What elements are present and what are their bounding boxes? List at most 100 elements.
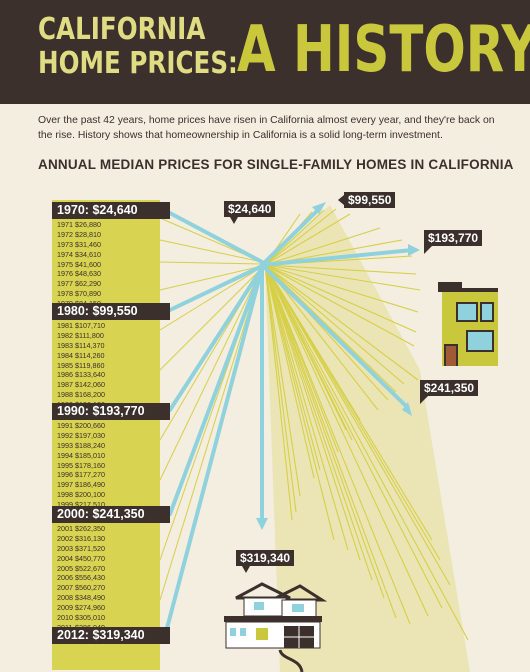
year-row: 2006 $556,430 (52, 573, 160, 583)
year-row: 1987 $142,060 (52, 380, 160, 390)
callout-1980: $99,550 (337, 192, 396, 208)
year-label: 1996 (57, 470, 73, 480)
year-price: $41,600 (75, 259, 101, 269)
year-price: $200,660 (75, 421, 105, 430)
year-row: 1996 $177,270 (52, 470, 160, 480)
decade-label-1990: 1990: $193,770 (52, 403, 170, 420)
year-price: $114,260 (75, 350, 105, 360)
year-list-1990s: 1991 $200,660 1992 $197,030 1993 $188,240 1994… (52, 421, 160, 510)
year-price: $556,430 (75, 573, 105, 583)
year-row: 2007 $560,270 (52, 583, 160, 593)
year-label: 2010 (57, 613, 73, 623)
year-row: 1982 $111,800 (52, 331, 160, 341)
year-label: 1995 (57, 460, 73, 470)
year-price: $177,270 (75, 470, 105, 480)
year-price: $34,610 (75, 249, 101, 259)
year-row: 1975 $41,600 (52, 260, 160, 270)
year-label: 1993 (57, 440, 73, 450)
house-icon-ranch (224, 582, 328, 672)
year-row: 2002 $316,130 (52, 534, 160, 544)
year-label: 1976 (57, 269, 73, 279)
year-label: 1998 (57, 490, 73, 500)
year-label: 1997 (57, 480, 73, 490)
year-price: $316,130 (75, 533, 105, 543)
decade-label-2012: 2012: $319,340 (52, 627, 170, 644)
year-row: 1984 $114,260 (52, 351, 160, 361)
header-banner: CALIFORNIA HOME PRICES: A HISTORY (0, 0, 530, 104)
year-label: 1973 (57, 239, 73, 249)
year-price: $450,770 (75, 553, 105, 563)
year-price: $28,810 (75, 229, 101, 239)
year-row: 1973 $31,460 (52, 240, 160, 250)
year-row: 1977 $62,290 (52, 279, 160, 289)
year-row: 2008 $348,490 (52, 593, 160, 603)
year-label: 2004 (57, 553, 73, 563)
year-price: $31,460 (75, 239, 101, 249)
callout-2012: $319,340 (236, 550, 295, 573)
year-row: 2005 $522,670 (52, 564, 160, 574)
year-list-1970s: 1971 $26,880 1972 $28,810 1973 $31,460 1974 $34… (52, 220, 160, 309)
callout-1970: $24,640 (224, 201, 276, 224)
year-label: 1984 (57, 350, 73, 360)
year-price: $111,800 (75, 330, 104, 340)
year-label: 1999 (57, 500, 73, 510)
callout-2000: $241,350 (420, 380, 479, 404)
year-price: $274,960 (75, 603, 105, 613)
year-row: 2010 $305,010 (52, 613, 160, 623)
year-label: 1974 (57, 249, 73, 259)
year-row: 1983 $114,370 (52, 341, 160, 351)
year-label: 1992 (57, 430, 73, 440)
year-label: 1982 (57, 330, 73, 340)
year-row: 2003 $371,520 (52, 544, 160, 554)
year-label: 2005 (57, 563, 73, 573)
year-price: $348,490 (75, 593, 105, 603)
intro-text: Over the past 42 years, home prices have… (38, 115, 495, 141)
year-row: 1981 $107,710 (52, 321, 160, 331)
year-price: $217,510 (75, 500, 105, 510)
year-label: 1983 (57, 340, 73, 350)
year-price: $133,640 (75, 370, 105, 380)
year-price: $305,010 (75, 613, 105, 623)
year-price: $178,160 (75, 460, 105, 470)
year-label: 1986 (57, 370, 73, 380)
year-list-1980s: 1981 $107,710 1982 $111,800 1983 $114,370 1984… (52, 321, 160, 410)
year-row: 1978 $70,890 (52, 289, 160, 299)
year-label: 1991 (57, 421, 73, 430)
decade-label-1970: 1970: $24,640 (52, 202, 170, 219)
year-row: 1993 $188,240 (52, 441, 160, 451)
year-row: 1976 $48,630 (52, 269, 160, 279)
year-row: 1986 $133,640 (52, 370, 160, 380)
year-row: 1985 $119,860 (52, 361, 160, 371)
year-price: $142,060 (75, 380, 105, 390)
year-price: $119,860 (75, 360, 105, 370)
year-price: $186,490 (75, 480, 105, 490)
year-row: 1972 $28,810 (52, 230, 160, 240)
year-list-2000s: 2001 $262,350 2002 $316,130 2003 $371,520 2004… (52, 524, 160, 633)
year-row: 1999 $217,510 (52, 500, 160, 510)
decade-arrowheads (256, 202, 420, 530)
year-label: 1975 (57, 259, 73, 269)
year-connector-lines (159, 217, 263, 601)
year-label: 2008 (57, 593, 73, 603)
year-label: 1988 (57, 390, 73, 400)
callout-1990: $193,770 (424, 230, 483, 254)
year-row: 1997 $186,490 (52, 480, 160, 490)
year-row: 2001 $262,350 (52, 524, 160, 534)
chart-subhead: ANNUAL MEDIAN PRICES FOR SINGLE-FAMILY H… (38, 157, 514, 172)
year-row: 1994 $185,010 (52, 451, 160, 461)
year-price: $560,270 (75, 583, 105, 593)
decade-arrows (164, 206, 414, 634)
year-label: 2009 (57, 603, 73, 613)
title-line-2: HOME PRICES: (38, 46, 238, 81)
year-price: $371,520 (75, 543, 105, 553)
year-row: 1971 $26,880 (52, 220, 160, 230)
year-price: $262,350 (75, 524, 105, 533)
year-row: 1988 $168,200 (52, 390, 160, 400)
year-price: $107,710 (75, 321, 105, 330)
year-price: $200,100 (75, 490, 105, 500)
year-price: $62,290 (75, 279, 101, 289)
year-price: $48,630 (75, 269, 101, 279)
house-icon-modern (438, 282, 498, 366)
year-label: 1978 (57, 289, 73, 299)
year-price: $185,010 (75, 450, 105, 460)
